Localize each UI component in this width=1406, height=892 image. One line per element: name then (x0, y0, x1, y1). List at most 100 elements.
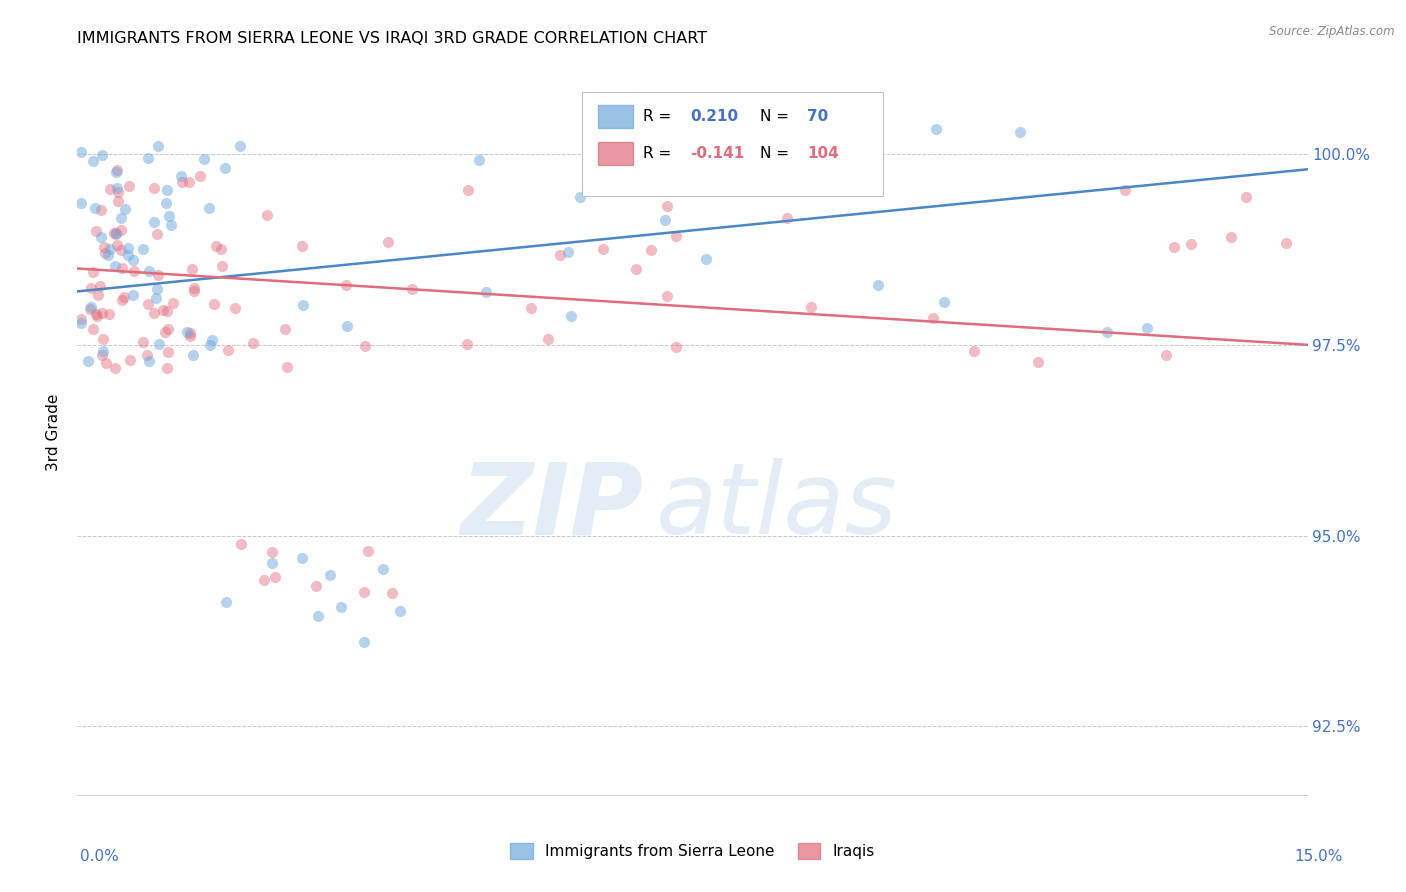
Point (132, 334, 155, 349)
Point (98, 306, 121, 320)
Point (381, 586, 404, 600)
Point (110, 223, 132, 237)
Point (276, 359, 298, 374)
Text: IMMIGRANTS FROM SIERRA LEONE VS IRAQI 3RD GRADE CORRELATION CHART: IMMIGRANTS FROM SIERRA LEONE VS IRAQI 3R… (77, 31, 707, 46)
Text: N =: N = (761, 109, 794, 124)
Point (211, 259, 233, 273)
Point (200, 333, 222, 347)
Point (97, 248, 120, 262)
Point (138, 264, 160, 278)
Point (136, 296, 159, 310)
Point (157, 345, 180, 359)
Text: 104: 104 (807, 146, 838, 161)
Point (868, 278, 890, 293)
Point (176, 326, 198, 340)
Point (353, 584, 375, 599)
Point (852, 146, 875, 161)
Point (224, 301, 246, 315)
Point (84, 202, 107, 216)
Point (330, 600, 353, 615)
Point (98, 181, 121, 195)
Point (963, 343, 986, 358)
Point (262, 556, 284, 570)
Text: ZIP: ZIP (460, 458, 644, 555)
Point (104, 361, 127, 376)
Point (560, 309, 582, 323)
Point (377, 235, 399, 249)
Point (79, 300, 101, 314)
Point (179, 326, 201, 340)
FancyBboxPatch shape (582, 92, 883, 195)
Point (474, 285, 496, 299)
Point (90, 306, 112, 320)
Point (260, 545, 283, 559)
Text: 0.0%: 0.0% (80, 849, 120, 863)
Point (156, 322, 179, 336)
Point (91, 343, 114, 358)
Point (569, 190, 592, 204)
Point (82, 154, 104, 169)
Point (401, 283, 423, 297)
Point (242, 336, 264, 351)
Point (82, 264, 104, 278)
Point (1008, 126, 1031, 140)
Point (138, 354, 160, 368)
Text: R =: R = (644, 146, 676, 161)
Point (157, 209, 180, 223)
Point (183, 281, 205, 295)
Point (114, 202, 136, 216)
Point (1163, 239, 1185, 253)
Point (664, 340, 686, 354)
Point (70, 316, 93, 330)
Point (228, 139, 250, 153)
Point (179, 175, 201, 189)
Point (146, 227, 169, 241)
Point (79, 301, 101, 316)
Point (1219, 229, 1241, 244)
Point (1154, 348, 1177, 362)
Point (537, 332, 560, 346)
Point (1275, 236, 1298, 251)
Point (357, 543, 380, 558)
Point (104, 164, 127, 178)
Point (70, 196, 93, 211)
Point (229, 537, 252, 551)
Point (110, 211, 132, 226)
Point (89, 279, 111, 293)
Point (152, 303, 174, 318)
Point (105, 238, 128, 252)
Point (91, 148, 114, 162)
Point (105, 181, 128, 195)
Point (107, 194, 129, 209)
Point (148, 336, 170, 351)
Point (335, 277, 357, 292)
Point (215, 595, 238, 609)
Point (214, 161, 236, 176)
Point (91, 333, 114, 347)
Point (655, 289, 678, 303)
Point (519, 301, 541, 316)
Point (253, 573, 276, 587)
Point (103, 259, 125, 273)
Point (181, 348, 204, 362)
Point (122, 253, 145, 268)
Point (695, 252, 717, 266)
Point (256, 208, 278, 222)
Point (143, 181, 166, 195)
Point (90, 202, 112, 217)
Point (468, 153, 491, 167)
FancyBboxPatch shape (598, 104, 634, 128)
Point (143, 215, 166, 229)
FancyBboxPatch shape (598, 142, 634, 165)
Point (94, 246, 117, 260)
Point (307, 609, 329, 624)
Text: Source: ZipAtlas.com: Source: ZipAtlas.com (1270, 25, 1395, 38)
Point (198, 202, 221, 216)
Point (655, 199, 678, 213)
Point (371, 562, 394, 576)
Point (198, 338, 221, 352)
Point (104, 226, 127, 240)
Point (122, 287, 145, 301)
Point (1095, 325, 1118, 339)
Point (217, 343, 239, 358)
